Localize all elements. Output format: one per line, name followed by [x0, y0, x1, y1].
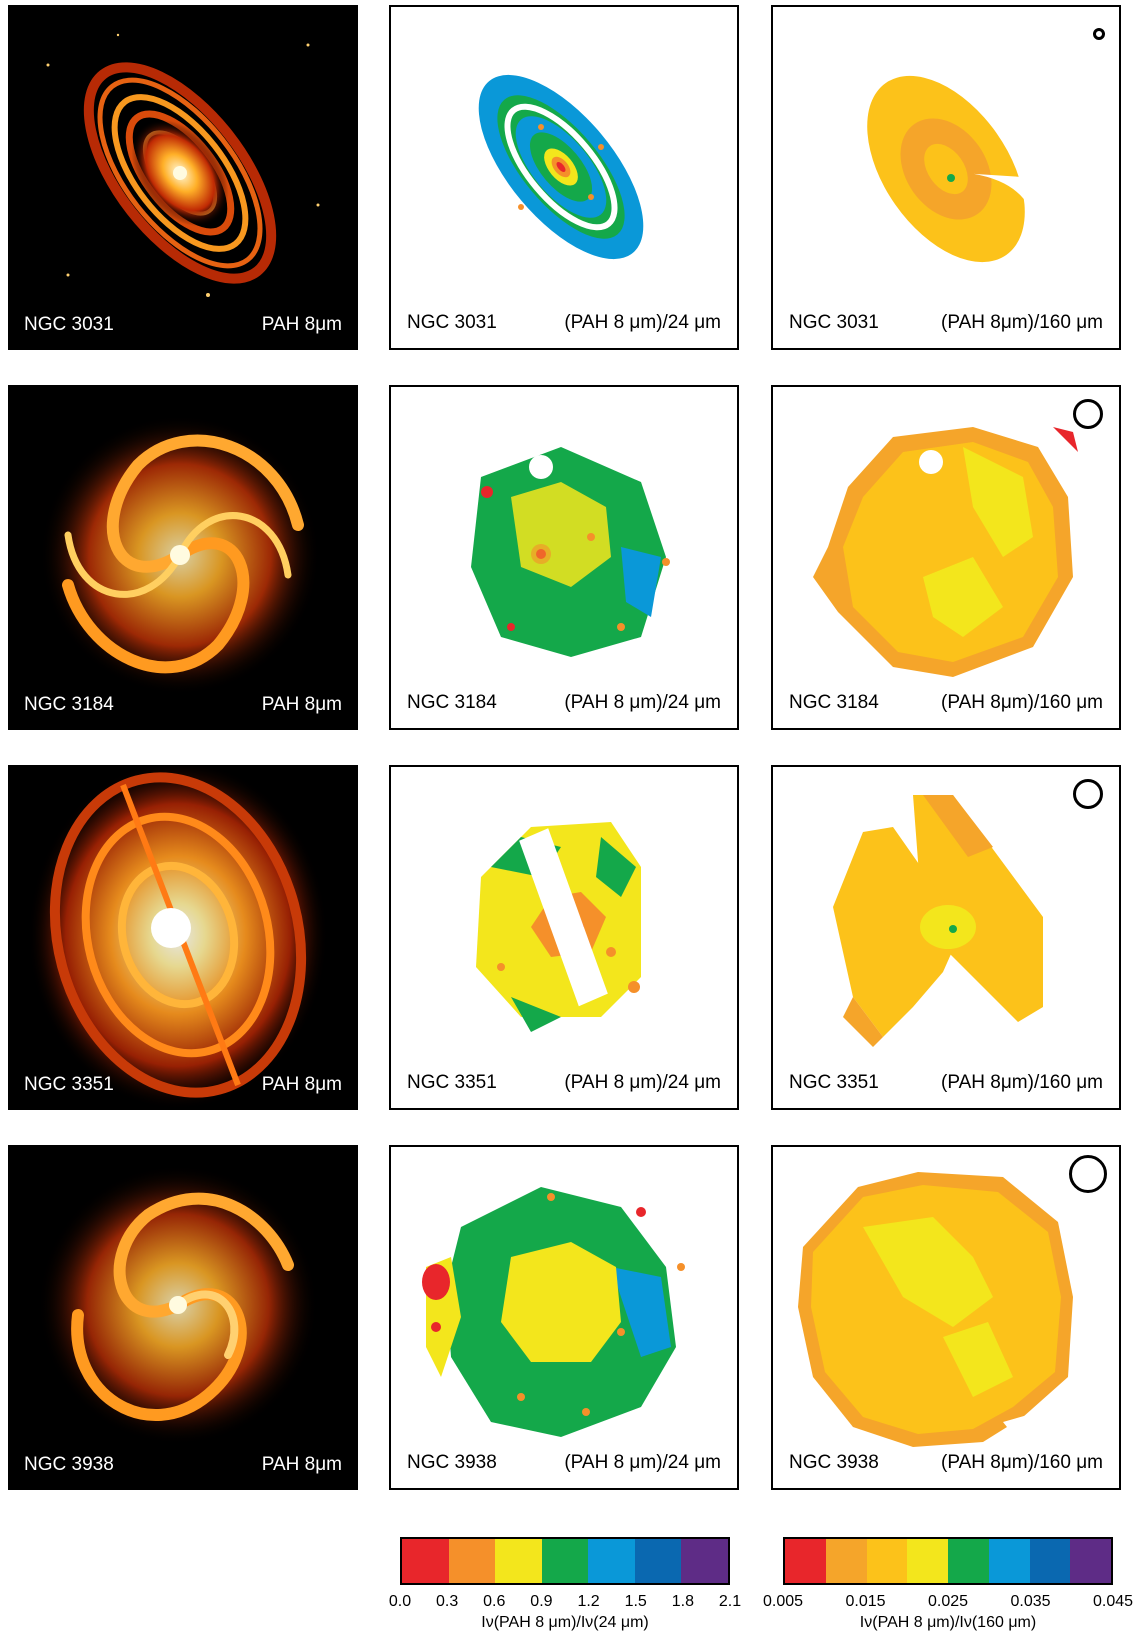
beam-size-icon	[1073, 779, 1103, 809]
ratio-label: (PAH 8 μm)/24 μm	[564, 692, 721, 713]
colorbar-swatch	[448, 1539, 496, 1583]
ratio-label: (PAH 8μm)/160 μm	[941, 692, 1103, 713]
band-label: PAH 8μm	[261, 1454, 342, 1475]
ratio-label: (PAH 8 μm)/24 μm	[564, 1072, 721, 1093]
galaxy-name-label: NGC 3351	[407, 1072, 497, 1093]
ratio160-map-ngc3938: NGC 3938 (PAH 8μm)/160 μm	[771, 1145, 1121, 1490]
pah-image-ngc3184: NGC 3184 PAH 8μm	[8, 385, 358, 730]
ratio24-color-map	[476, 822, 641, 1032]
galaxy-pah-map	[40, 415, 320, 695]
galaxy-name-label: NGC 3031	[407, 312, 497, 333]
beam-size-icon	[1093, 28, 1105, 40]
colorbar-160-title: Iν(PAH 8 μm)/Iν(160 μm)	[859, 1614, 1037, 1631]
colorbar-tick-label: 0.0	[388, 1593, 412, 1610]
band-label: PAH 8μm	[261, 1074, 342, 1095]
band-label: PAH 8μm	[261, 694, 342, 715]
colorbar-swatch	[1029, 1539, 1071, 1583]
ratio-label: (PAH 8 μm)/24 μm	[564, 1452, 721, 1473]
beam-size-icon	[1073, 399, 1103, 429]
ratio24-color-map	[478, 74, 644, 260]
ratio160-color-map	[813, 427, 1078, 677]
colorbar-tick-label: 1.2	[577, 1593, 600, 1610]
galaxy-name-label: NGC 3938	[407, 1452, 497, 1473]
galaxy-name-label: NGC 3184	[24, 694, 114, 715]
colorbar-tick-label: 0.005	[762, 1593, 804, 1610]
galaxy-name-label: NGC 3031	[789, 312, 879, 333]
colorbar-swatch	[1070, 1539, 1111, 1583]
colorbar-swatch	[681, 1539, 729, 1583]
galaxy-pah-map	[38, 1165, 318, 1445]
band-label: PAH 8μm	[261, 314, 342, 335]
colorbar-swatch	[866, 1539, 908, 1583]
ratio-label: (PAH 8μm)/160 μm	[941, 1452, 1103, 1473]
ratio24-color-map	[422, 1187, 685, 1437]
colorbar-tick-label: 0.015	[845, 1593, 886, 1610]
galaxy-name-label: NGC 3031	[24, 314, 114, 335]
galaxy-name-label: NGC 3184	[789, 692, 879, 713]
pah-image-ngc3351: NGC 3351 PAH 8μm	[8, 765, 358, 1110]
colorbar-swatch	[948, 1539, 989, 1583]
galaxy-name-label: NGC 3938	[24, 1454, 114, 1475]
ratio24-map-ngc3184: NGC 3184 (PAH 8 μm)/24 μm	[389, 385, 739, 730]
colorbar-24-title: Iν(PAH 8 μm)/Iν(24 μm)	[481, 1614, 649, 1631]
galaxy-pah-map	[28, 765, 328, 1110]
galaxy-pah-map	[46, 33, 320, 297]
colorbar-160	[783, 1537, 1113, 1585]
galaxy-name-label: NGC 3351	[789, 1072, 879, 1093]
colorbar-swatch	[785, 1539, 826, 1583]
colorbar-swatch	[634, 1539, 682, 1583]
galaxy-name-label: NGC 3938	[789, 1452, 879, 1473]
pah-image-ngc3031: NGC 3031 PAH 8μm	[8, 5, 358, 350]
ratio24-color-map	[471, 447, 670, 657]
colorbar-swatch	[495, 1539, 542, 1583]
galaxy-name-label: NGC 3351	[24, 1074, 114, 1095]
galaxy-name-label: NGC 3184	[407, 692, 497, 713]
ratio160-map-ngc3351: NGC 3351 (PAH 8μm)/160 μm	[771, 765, 1121, 1110]
colorbar-swatch	[825, 1539, 867, 1583]
ratio160-color-map	[867, 75, 1038, 263]
pah-image-ngc3938: NGC 3938 PAH 8μm	[8, 1145, 358, 1490]
colorbar-swatch	[907, 1539, 948, 1583]
colorbar-tick-label: 0.025	[927, 1593, 969, 1610]
ratio160-map-ngc3031: NGC 3031 (PAH 8μm)/160 μm	[771, 5, 1121, 350]
ratio24-map-ngc3031: NGC 3031 (PAH 8 μm)/24 μm	[389, 5, 739, 350]
ratio24-map-ngc3351: NGC 3351 (PAH 8 μm)/24 μm	[389, 765, 739, 1110]
colorbar-tick-label: 0.3	[436, 1593, 459, 1610]
ratio-label: (PAH 8 μm)/24 μm	[564, 312, 721, 333]
colorbar-tick-label: 2.1	[718, 1593, 742, 1610]
colorbar-tick-label: 0.045	[1092, 1593, 1134, 1610]
colorbar-swatch	[588, 1539, 635, 1583]
colorbar-tick-label: 0.9	[530, 1593, 553, 1610]
ratio160-color-map	[798, 1172, 1073, 1447]
colorbar-swatch	[402, 1539, 449, 1583]
colorbar-24	[400, 1537, 730, 1585]
colorbar-swatch	[988, 1539, 1030, 1583]
ratio160-map-ngc3184: NGC 3184 (PAH 8μm)/160 μm	[771, 385, 1121, 730]
colorbar-swatch	[541, 1539, 589, 1583]
beam-size-icon	[1069, 1155, 1107, 1193]
colorbar-tick-label: 1.8	[671, 1593, 694, 1610]
colorbar-tick-label: 1.5	[624, 1593, 647, 1610]
ratio-label: (PAH 8μm)/160 μm	[941, 1072, 1103, 1093]
ratio-label: (PAH 8μm)/160 μm	[941, 312, 1103, 333]
ratio24-map-ngc3938: NGC 3938 (PAH 8 μm)/24 μm	[389, 1145, 739, 1490]
colorbar-tick-label: 0.6	[483, 1593, 506, 1610]
colorbar-tick-label: 0.035	[1010, 1593, 1051, 1610]
ratio160-color-map	[833, 795, 1043, 1047]
